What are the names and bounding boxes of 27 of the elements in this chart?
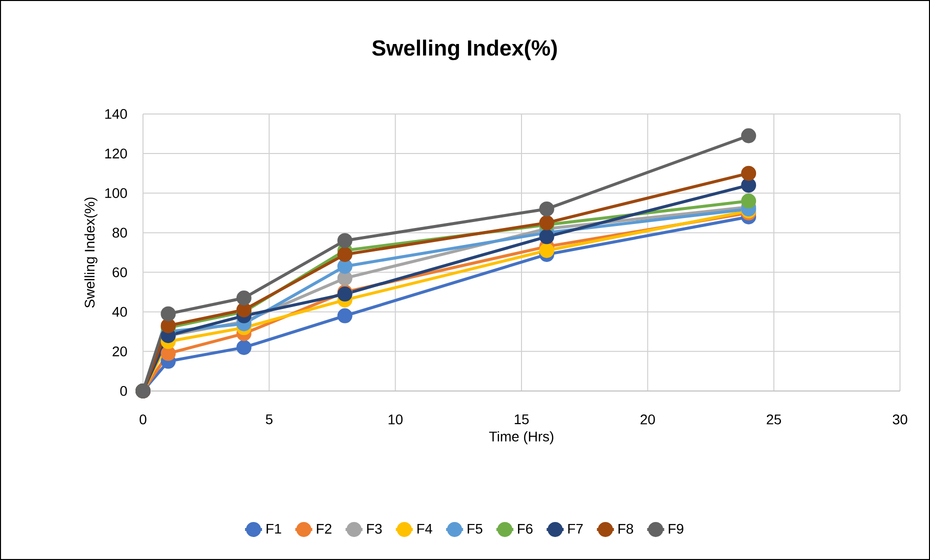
x-axis-title: Time (Hrs) [489,431,554,444]
legend-label: F3 [367,524,382,534]
y-tick-label: 80 [112,228,127,238]
y-tick-label: 60 [112,267,127,278]
legend-label: F5 [468,524,482,534]
y-tick-label: 120 [105,148,127,158]
legend-label: F2 [316,524,332,534]
y-tick-label: 140 [105,109,127,119]
y-tick-label: 100 [105,188,127,198]
legend-label: F7 [568,524,583,534]
x-tick-label: 0 [140,414,146,424]
y-tick-label: 40 [112,306,127,317]
chart-title: Swelling Index(%) [372,40,557,60]
x-tick-label: 25 [766,414,782,424]
y-tick-label: 0 [120,386,127,396]
legend-label: F1 [266,524,282,534]
y-axis-title: Swelling Index(%) [84,198,98,308]
legend-label: F8 [618,524,634,534]
legend-label: F6 [518,524,533,534]
x-tick-label: 10 [388,414,403,424]
x-tick-label: 20 [640,414,655,424]
legend-label: F4 [417,524,432,534]
x-tick-label: 15 [514,414,529,424]
y-tick-label: 20 [112,346,127,356]
x-tick-label: 5 [266,414,272,424]
x-tick-label: 30 [892,414,908,424]
legend-label: F9 [668,524,684,534]
